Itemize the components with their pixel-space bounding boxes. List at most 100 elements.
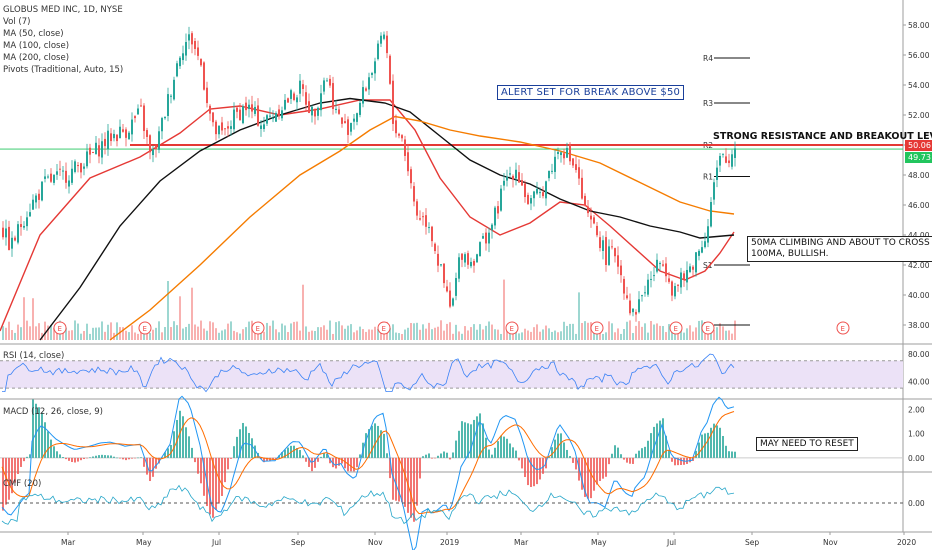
volume-bar [17,324,19,340]
candle-body [728,160,730,164]
volume-bar [359,326,361,340]
candle-body [116,134,118,142]
macd-histogram-bar [389,457,391,479]
volume-bar [596,332,598,340]
macd-histogram-bar [593,457,595,491]
candle-body [167,94,169,116]
volume-bar [278,332,280,340]
volume-bar [269,325,271,340]
candle-body [635,311,637,315]
candle-body [56,171,58,175]
candle-body [29,212,31,217]
volume-bar [497,329,499,340]
volume-bar [485,325,487,340]
candle-body [347,119,349,135]
candle-body [389,55,391,84]
volume-bar [260,330,262,340]
volume-bar [362,329,364,340]
last-price-tag: 50.06 [905,140,932,151]
ma-line-1 [39,97,735,341]
macd-histogram-bar [521,457,523,469]
volume-bar [641,326,643,340]
macd-histogram-bar [26,456,28,458]
pivot-label-r4: R4 [703,54,713,63]
macd-histogram-bar [485,437,487,458]
volume-bar [503,279,505,340]
candle-body [161,118,163,132]
candle-body [425,215,427,227]
earnings-marker [53,321,67,335]
candle-body [206,87,208,104]
volume-bar [713,329,715,340]
candle-body [713,182,715,200]
macd-histogram-bar [104,455,106,458]
candle-body [668,278,670,282]
candle-body [686,269,688,283]
macd-histogram-bar [236,436,238,458]
macd-histogram-bar [359,454,361,458]
candle-body [656,259,658,272]
macd-histogram-bar [293,445,295,458]
candle-body [473,260,475,266]
macd-histogram-bar [689,457,691,463]
candle-body [194,41,196,49]
volume-bar [155,327,157,340]
volume-bar [374,326,376,340]
candle-body [689,266,691,272]
earnings-marker-label: E [510,325,514,333]
macd-histogram-bar [119,457,121,459]
time-tick-label: Jul [666,538,676,547]
volume-bar [404,329,406,340]
candle-body [272,117,274,119]
candle-body [377,43,379,60]
rsi-panel-label: RSI (14, close) [3,351,65,361]
candle-body [428,227,430,229]
macd-histogram-bar [14,457,16,483]
macd-histogram-bar [320,456,322,458]
candle-body [236,107,238,112]
macd-histogram-bar [212,457,214,518]
pivot-label-s1: S1 [703,261,713,270]
macd-histogram-bar [404,457,406,507]
volume-bar [308,331,310,340]
candle-body [491,224,493,231]
candle-body [470,261,472,267]
macd-histogram-bar [476,416,478,458]
candle-body [80,163,82,173]
earnings-marker-label: E [58,325,62,333]
volume-bar [644,323,646,340]
candle-body [104,138,106,147]
candle-body [11,237,13,249]
macd-histogram-bar [710,427,712,458]
volume-bar [572,323,574,340]
macd-histogram-bar [494,447,496,458]
macd-histogram-bar [380,430,382,458]
macd-histogram-bar [191,447,193,458]
volume-bar [296,321,298,340]
earnings-marker [505,321,519,335]
volume-bar [440,320,442,340]
candle-body [50,173,52,182]
macd-histogram-bar [584,457,586,497]
time-tick-label: May [136,538,152,547]
candle-body [68,180,70,187]
volume-bar [680,329,682,340]
candle-body [575,164,577,170]
macd-histogram-bar [284,449,286,458]
volume-bar [20,327,22,340]
volume-bar [263,331,265,340]
macd-histogram-bar [341,457,343,464]
volume-bar [437,326,439,340]
candle-body [335,108,337,111]
candle-body [320,93,322,111]
volume-bar [662,326,664,340]
macd-histogram-bar [659,420,661,458]
volume-bar [587,322,589,340]
candle-body [221,122,223,131]
volume-bar [716,327,718,340]
volume-bar [452,333,454,340]
chart-legend: GLOBUS MED INC, 1D, NYSE Vol (7) MA (50,… [3,4,123,76]
candle-body [314,110,316,117]
candle-body [254,106,256,114]
macd-histogram-bar [239,429,241,458]
